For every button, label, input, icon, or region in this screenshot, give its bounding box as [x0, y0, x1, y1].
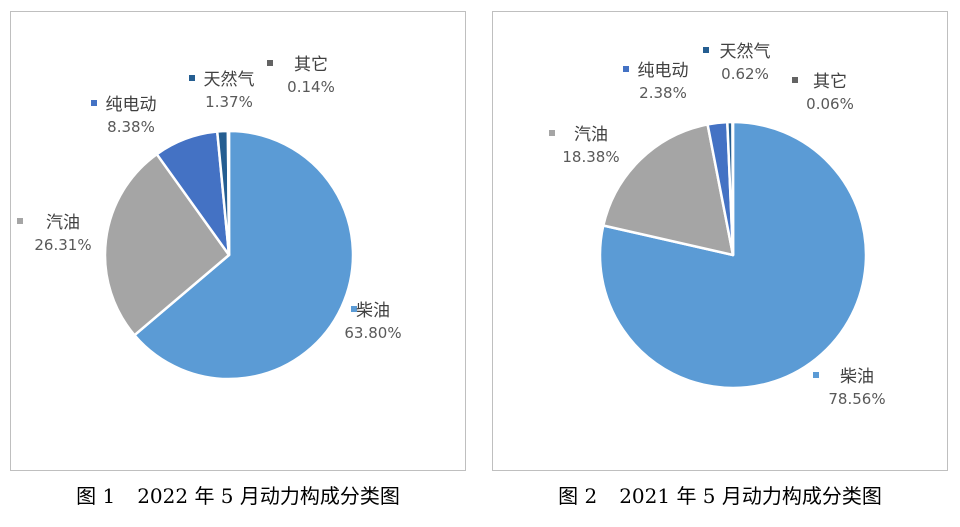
slice-name-label: 柴油	[840, 367, 874, 387]
pie-chart-2021: 柴油 78.56% 汽油 18.38% 纯电动 2.38% 天然气 0.62% 其它 0.06%	[549, 42, 886, 408]
slice-value-label: 0.14%	[287, 78, 335, 96]
slice-name-label: 汽油	[46, 213, 80, 233]
slice-label-2: 汽油 26.31%	[17, 213, 92, 254]
legend-marker	[549, 130, 555, 136]
slice-label-3: 纯电动 2.38%	[623, 61, 689, 102]
pie-slice-5	[731, 120, 735, 257]
caption-text: 2021 年 5 月动力构成分类图	[619, 484, 882, 508]
pie-slice-5	[226, 129, 231, 257]
caption-number: 图 2	[558, 484, 598, 508]
pie-slice-2	[103, 152, 231, 337]
slice-name-label: 天然气	[204, 70, 255, 90]
slice-label-1: 柴油 63.80%	[344, 301, 401, 342]
slice-name-label: 柴油	[356, 301, 390, 321]
figure-caption-1: 图 1 2022 年 5 月动力构成分类图	[10, 480, 466, 509]
legend-marker	[267, 60, 273, 66]
figure-caption-2: 图 2 2021 年 5 月动力构成分类图	[492, 480, 948, 509]
slice-name-label: 纯电动	[638, 61, 689, 81]
slice-label-4: 天然气 1.37%	[189, 70, 255, 111]
slice-value-label: 0.06%	[806, 95, 854, 113]
pie-slice-2	[602, 123, 735, 257]
slice-name-label: 其它	[294, 55, 328, 75]
pie-chart-2022: 柴油 63.80% 汽油 26.31% 纯电动 8.38% 天然气 1.37% 其它 0.14%	[17, 55, 402, 381]
slice-label-5: 其它 0.14%	[267, 55, 335, 96]
pie-slice-1	[133, 129, 355, 381]
legend-marker	[792, 77, 798, 83]
slice-value-label: 63.80%	[344, 324, 401, 342]
slice-value-label: 0.62%	[721, 65, 769, 83]
slice-label-5: 其它 0.06%	[792, 72, 854, 113]
legend-marker	[17, 218, 23, 224]
slice-label-4: 天然气 0.62%	[703, 42, 771, 83]
slice-label-3: 纯电动 8.38%	[91, 95, 157, 136]
slice-value-label: 8.38%	[107, 118, 155, 136]
slice-value-label: 1.37%	[205, 93, 253, 111]
caption-text: 2022 年 5 月动力构成分类图	[137, 484, 400, 508]
legend-marker	[351, 306, 357, 312]
slice-name-label: 天然气	[720, 42, 771, 62]
legend-marker	[813, 372, 819, 378]
slice-value-label: 78.56%	[828, 390, 885, 408]
slice-label-1: 柴油 78.56%	[813, 367, 886, 408]
legend-marker	[91, 100, 97, 106]
chart-panel-2022: 柴油 63.80% 汽油 26.31% 纯电动 8.38% 天然气 1.37% 其它 0.14%	[10, 11, 466, 471]
caption-number: 图 1	[76, 484, 116, 508]
slice-name-label: 汽油	[574, 125, 608, 145]
slice-value-label: 26.31%	[34, 236, 91, 254]
legend-marker	[189, 75, 195, 81]
slice-name-label: 纯电动	[106, 95, 157, 115]
chart-panel-2021: 柴油 78.56% 汽油 18.38% 纯电动 2.38% 天然气 0.62% 其它 0.06%	[492, 11, 948, 471]
slice-label-2: 汽油 18.38%	[549, 125, 620, 166]
legend-marker	[703, 47, 709, 53]
pie-slice-1	[598, 120, 868, 390]
slice-name-label: 其它	[813, 72, 847, 92]
slice-value-label: 18.38%	[562, 148, 619, 166]
legend-marker	[623, 66, 629, 72]
slice-value-label: 2.38%	[639, 84, 687, 102]
